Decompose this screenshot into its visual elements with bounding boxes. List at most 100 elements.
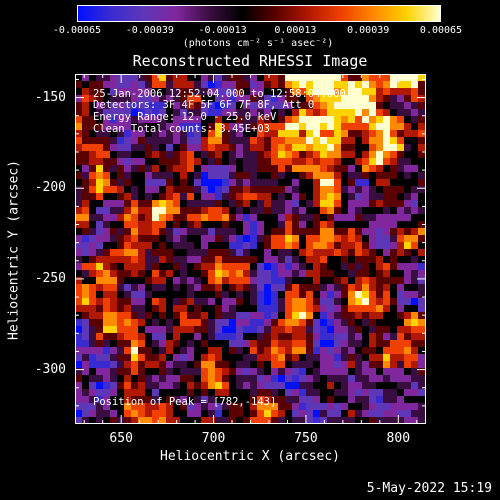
heatmap-cell — [243, 403, 251, 411]
heatmap-cell — [222, 298, 230, 306]
heatmap-cell — [320, 277, 328, 285]
heatmap-cell — [159, 235, 167, 243]
colorbar-tick-label: -0.00065 — [52, 25, 102, 36]
heatmap-cell — [138, 403, 146, 411]
heatmap-cell — [418, 242, 426, 250]
heatmap-cell — [187, 361, 195, 369]
heatmap-cell — [348, 256, 356, 264]
heatmap-cell — [82, 361, 90, 369]
heatmap-cell — [264, 102, 272, 110]
heatmap-cell — [362, 186, 370, 194]
heatmap-cell — [362, 347, 370, 355]
heatmap-cell — [201, 228, 209, 236]
heatmap-cell — [327, 375, 335, 383]
heatmap-cell — [75, 410, 83, 418]
heatmap-cell — [257, 221, 265, 229]
heatmap-cell — [243, 88, 251, 96]
heatmap-cell — [327, 291, 335, 299]
heatmap-cell — [383, 263, 391, 271]
heatmap-cell — [180, 207, 188, 215]
heatmap-cell — [166, 74, 174, 82]
heatmap-cell — [271, 263, 279, 271]
heatmap-cell — [215, 81, 223, 89]
heatmap-cell — [390, 95, 398, 103]
heatmap-cell — [404, 417, 412, 424]
heatmap-cell — [215, 102, 223, 110]
heatmap-cell — [131, 396, 139, 404]
heatmap-cell — [117, 319, 125, 327]
heatmap-cell — [215, 368, 223, 376]
heatmap-cell — [250, 291, 258, 299]
heatmap-cell — [404, 333, 412, 341]
heatmap-cell — [75, 284, 83, 292]
heatmap-cell — [152, 88, 160, 96]
heatmap-cell — [397, 326, 405, 334]
heatmap-cell — [82, 354, 90, 362]
heatmap-cell — [376, 186, 384, 194]
heatmap-cell — [117, 368, 125, 376]
heatmap-cell — [411, 354, 419, 362]
heatmap-cell — [404, 95, 412, 103]
heatmap-cell — [334, 151, 342, 159]
heatmap-cell — [110, 81, 118, 89]
heatmap-cell — [82, 207, 90, 215]
heatmap-cell — [222, 354, 230, 362]
heatmap-cell — [194, 200, 202, 208]
heatmap-cell — [264, 361, 272, 369]
heatmap-cell — [362, 151, 370, 159]
heatmap-cell — [110, 291, 118, 299]
heatmap-cell — [250, 165, 258, 173]
heatmap-cell — [404, 179, 412, 187]
heatmap-cell — [369, 403, 377, 411]
heatmap-cell — [138, 214, 146, 222]
heatmap-cell — [264, 200, 272, 208]
heatmap-cell — [404, 158, 412, 166]
heatmap-cell — [334, 88, 342, 96]
heatmap-cell — [173, 298, 181, 306]
heatmap-cell — [96, 207, 104, 215]
heatmap-cell — [236, 221, 244, 229]
heatmap-cell — [229, 277, 237, 285]
heatmap-cell — [306, 214, 314, 222]
heatmap-cell — [334, 270, 342, 278]
heatmap-cell — [271, 137, 279, 145]
heatmap-cell — [292, 340, 300, 348]
heatmap-cell — [341, 389, 349, 397]
heatmap-cell — [208, 291, 216, 299]
heatmap-cell — [418, 305, 426, 313]
heatmap-cell — [306, 123, 314, 131]
heatmap-cell — [418, 81, 426, 89]
heatmap-cell — [180, 74, 188, 82]
heatmap-cell — [131, 95, 139, 103]
heatmap-cell — [124, 228, 132, 236]
heatmap-cell — [236, 123, 244, 131]
heatmap-cell — [411, 74, 419, 82]
heatmap-cell — [152, 291, 160, 299]
heatmap-cell — [138, 81, 146, 89]
heatmap-cell — [271, 326, 279, 334]
heatmap-cell — [138, 319, 146, 327]
heatmap-cell — [327, 319, 335, 327]
heatmap-cell — [313, 354, 321, 362]
heatmap-cell — [138, 74, 146, 82]
heatmap-cell — [173, 256, 181, 264]
heatmap-cell — [334, 410, 342, 418]
heatmap-cell — [390, 305, 398, 313]
heatmap-cell — [124, 263, 132, 271]
heatmap-cell — [292, 270, 300, 278]
heatmap-cell — [208, 333, 216, 341]
heatmap-cell — [124, 249, 132, 257]
heatmap-cell — [257, 382, 265, 390]
heatmap-cell — [173, 95, 181, 103]
heatmap-cell — [124, 389, 132, 397]
heatmap-cell — [194, 88, 202, 96]
heatmap-cell — [404, 305, 412, 313]
heatmap-cell — [124, 354, 132, 362]
heatmap-cell — [173, 200, 181, 208]
heatmap-cell — [404, 116, 412, 124]
heatmap-cell — [103, 326, 111, 334]
heatmap-cell — [369, 88, 377, 96]
heatmap-cell — [411, 165, 419, 173]
heatmap-cell — [390, 396, 398, 404]
heatmap-cell — [110, 326, 118, 334]
